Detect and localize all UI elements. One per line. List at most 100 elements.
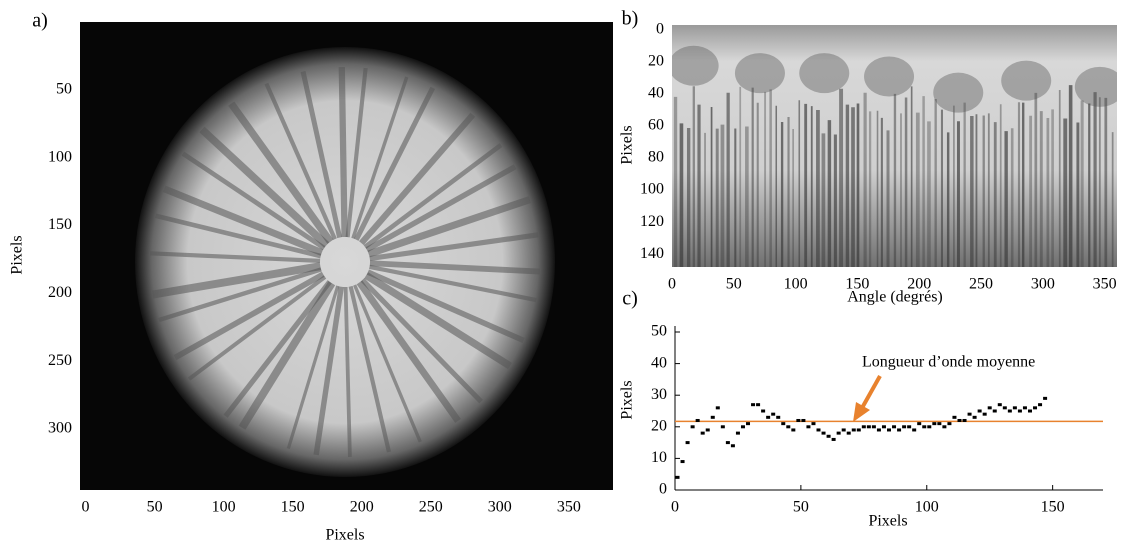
- y-tick-label: 10: [651, 449, 667, 466]
- y-tick-label: 40: [648, 85, 664, 102]
- y-tick-label: 250: [48, 352, 72, 369]
- point: [987, 406, 992, 410]
- point: [801, 418, 806, 422]
- point: [887, 428, 891, 432]
- streak: [369, 260, 540, 275]
- x-tick-label: 50: [147, 499, 163, 516]
- streak: [162, 185, 324, 256]
- x-tick-label: 250: [969, 276, 993, 293]
- streak: [158, 267, 322, 323]
- point: [700, 431, 705, 435]
- point: [725, 441, 730, 445]
- x-axis-label: Pixels: [325, 527, 364, 544]
- point: [836, 431, 841, 435]
- x-tick-label: 100: [212, 499, 236, 516]
- streak: [353, 86, 436, 241]
- image: [672, 25, 1117, 267]
- point: [897, 428, 902, 432]
- point: [846, 431, 851, 435]
- point: [816, 428, 821, 432]
- blot: [933, 72, 984, 113]
- point: [861, 425, 866, 429]
- x-tick-label: 300: [1031, 276, 1055, 293]
- y-axis-label: Pixels: [619, 380, 636, 419]
- streak: [150, 251, 321, 263]
- point: [907, 425, 912, 429]
- streak: [313, 286, 344, 456]
- y-tick-label: 100: [640, 181, 664, 198]
- point: [705, 428, 710, 432]
- streak: [228, 101, 334, 244]
- streak: [359, 112, 476, 246]
- y-tick-label: 20: [648, 53, 664, 70]
- point: [761, 409, 766, 413]
- streak: [365, 164, 517, 253]
- arrow-shaft: [860, 375, 882, 409]
- x-tick-label: 350: [557, 499, 581, 516]
- point: [685, 441, 690, 445]
- y-tick-label: 200: [48, 284, 72, 301]
- point: [992, 409, 997, 413]
- point: [756, 403, 761, 407]
- streak: [300, 71, 343, 239]
- point: [680, 460, 685, 464]
- point: [730, 444, 735, 448]
- annotation: Longueur d’onde moyenne: [862, 354, 1035, 371]
- point: [927, 425, 932, 429]
- point: [811, 422, 816, 426]
- streak: [343, 286, 352, 457]
- x-tick-label: 350: [1093, 276, 1117, 293]
- image: [80, 22, 613, 490]
- streak: [152, 262, 322, 299]
- point: [851, 428, 856, 432]
- point: [881, 425, 886, 429]
- blot: [734, 53, 785, 94]
- streak: [356, 280, 461, 423]
- point: [912, 428, 917, 432]
- point: [781, 422, 786, 426]
- point: [735, 431, 740, 435]
- point: [831, 437, 836, 441]
- blot: [1001, 60, 1052, 101]
- panel-label: b): [622, 8, 639, 30]
- streak: [353, 284, 422, 443]
- streak: [187, 275, 327, 381]
- streak: [181, 151, 326, 251]
- point: [866, 425, 871, 429]
- streak: [369, 264, 537, 303]
- point: [675, 475, 680, 479]
- point: [1022, 406, 1027, 410]
- point: [962, 418, 967, 422]
- point: [902, 425, 907, 429]
- x-tick-label: 200: [350, 499, 374, 516]
- y-tick-label: 300: [48, 420, 72, 437]
- y-tick-label: 20: [651, 417, 667, 434]
- point: [967, 412, 972, 416]
- point: [942, 425, 947, 429]
- blot: [799, 53, 850, 94]
- streak: [366, 269, 525, 343]
- streak: [348, 285, 391, 453]
- x-tick-label: 0: [668, 276, 676, 293]
- x-tick-label: 50: [726, 276, 742, 293]
- point: [710, 415, 715, 419]
- point: [841, 428, 846, 432]
- point: [957, 418, 962, 422]
- y-axis-label: Pixels: [9, 235, 26, 274]
- x-tick-label: 200: [907, 276, 931, 293]
- point: [972, 415, 977, 419]
- y-tick-label: 60: [648, 117, 664, 134]
- x-tick-label: 100: [915, 499, 939, 516]
- streak: [223, 280, 332, 418]
- streak: [238, 281, 336, 430]
- streak: [351, 76, 409, 239]
- y-tick-label: 0: [659, 481, 667, 498]
- y-tick-label: 50: [56, 80, 72, 97]
- streak: [369, 232, 539, 262]
- point: [947, 422, 952, 426]
- point: [856, 428, 861, 432]
- x-tick-label: 150: [845, 276, 869, 293]
- point: [796, 418, 801, 422]
- point: [1017, 409, 1022, 413]
